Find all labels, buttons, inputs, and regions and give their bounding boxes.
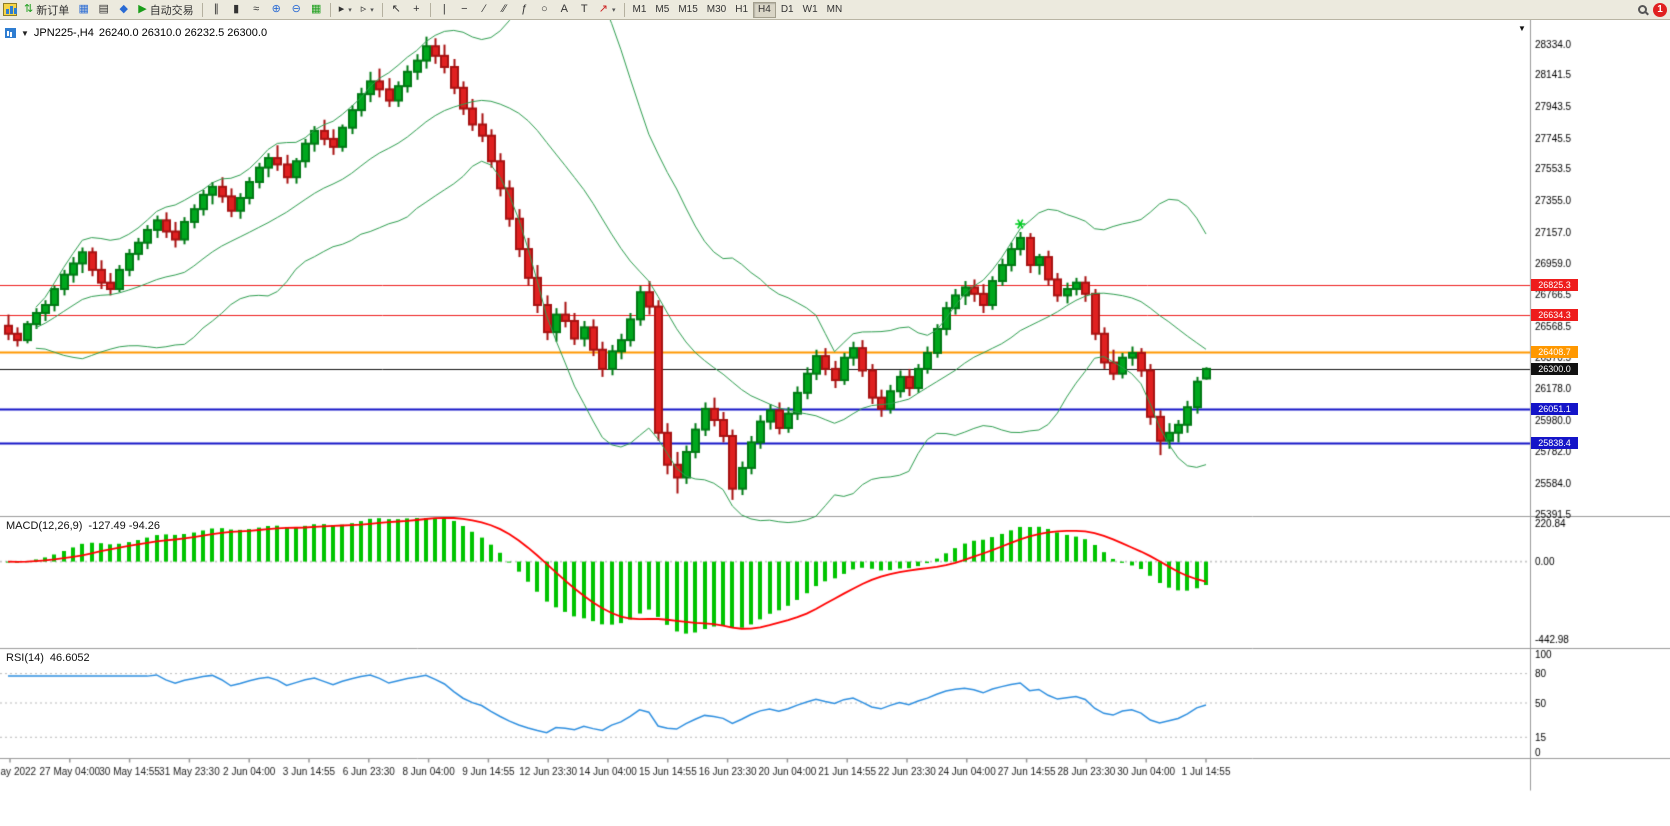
- chevron-down-icon: ▾: [370, 6, 374, 14]
- auto-scroll-button[interactable]: ▸ ▾: [335, 1, 356, 18]
- price-line-badge[interactable]: 26634.3: [1531, 309, 1578, 322]
- chart-canvas[interactable]: [0, 20, 1670, 826]
- main-toolbar: ⇅ 新订单 ▦ ▤ ◆ ▶ 自动交易 ∥ ▮ ≈ ⊕ ⊖ ▦ ▸ ▾ ▹ ▾ ↖ +…: [0, 0, 1670, 20]
- horizontal-line-icon: −: [461, 3, 468, 15]
- new-order-button[interactable]: ⇅ 新订单: [20, 1, 73, 18]
- chart-shift-icon: ▹: [360, 3, 367, 15]
- current-price-badge[interactable]: 26300.0: [1531, 362, 1578, 375]
- fibonacci-button[interactable]: ƒ: [515, 1, 534, 18]
- macd-values: -127.49 -94.26: [88, 520, 160, 532]
- candle-chart-button[interactable]: ▮: [227, 1, 246, 18]
- price-line-badge[interactable]: 25838.4: [1531, 436, 1578, 449]
- bar-chart-button[interactable]: ∥: [207, 1, 226, 18]
- chart-ohlc-values: 26240.0 26310.0 26232.5 26300.0: [98, 27, 268, 39]
- trendline-button[interactable]: ∕: [475, 1, 494, 18]
- price-line-badge[interactable]: 26825.3: [1531, 278, 1578, 291]
- sound-button[interactable]: ◆: [114, 1, 133, 18]
- chart-shift-button[interactable]: ▹ ▾: [357, 1, 378, 18]
- timeframe-d1-button[interactable]: D1: [780, 4, 794, 15]
- timeframe-m5-button[interactable]: M5: [655, 4, 670, 15]
- timeframe-w1-button[interactable]: W1: [802, 4, 818, 15]
- app-icon: [3, 3, 17, 16]
- profiles-button[interactable]: ▤: [94, 1, 113, 18]
- autotrade-button[interactable]: ▶ 自动交易: [134, 1, 197, 18]
- toolbar-separator: [429, 2, 431, 17]
- timeframe-m1-button[interactable]: M1: [632, 4, 647, 15]
- rsi-value: 46.6052: [49, 652, 90, 664]
- candle-chart-icon: ▮: [233, 3, 240, 15]
- cursor-button[interactable]: ↖: [387, 1, 406, 18]
- line-chart-icon: ≈: [253, 3, 260, 15]
- channel-button[interactable]: ∕∕: [495, 1, 514, 18]
- zoom-in-button[interactable]: ⊕: [267, 1, 286, 18]
- cursor-icon: ↖: [391, 3, 401, 15]
- new-order-label: 新订单: [36, 4, 70, 17]
- symbol-dropdown-icon[interactable]: ▼: [21, 28, 29, 38]
- timeframe-h4-button[interactable]: H4: [753, 1, 776, 18]
- text-button[interactable]: A: [555, 1, 574, 18]
- ellipse-button[interactable]: ○: [535, 1, 554, 18]
- line-chart-button[interactable]: ≈: [247, 1, 266, 18]
- chevron-down-icon: ▾: [348, 6, 352, 14]
- channel-icon: ∕∕: [502, 3, 507, 15]
- timeframe-m15-button[interactable]: M15: [678, 4, 698, 15]
- toolbar-separator: [381, 2, 383, 17]
- zoom-out-icon: ⊖: [291, 3, 301, 15]
- autotrade-label: 自动交易: [149, 4, 194, 17]
- price-line-badge[interactable]: 26408.7: [1531, 345, 1578, 358]
- trendline-icon: ∕: [483, 3, 486, 15]
- bar-chart-icon: ∥: [213, 3, 219, 15]
- search-icon[interactable]: [1638, 5, 1647, 14]
- fibonacci-icon: ƒ: [521, 3, 528, 15]
- rsi-indicator-label: RSI(14) 46.6052: [6, 652, 90, 664]
- sound-icon: ◆: [119, 3, 128, 15]
- auto-scroll-icon: ▸: [338, 3, 345, 15]
- timeframe-h1-button[interactable]: H1: [735, 4, 749, 15]
- charts-button[interactable]: ▦: [74, 1, 93, 18]
- profiles-icon: ▤: [98, 3, 109, 15]
- macd-title: MACD(12,26,9): [6, 520, 83, 532]
- chevron-down-icon: ▾: [612, 6, 616, 14]
- crosshair-icon: +: [413, 3, 420, 15]
- timeframe-m30-button[interactable]: M30: [706, 4, 727, 15]
- chart-header: ▼ JPN225-,H4 26240.0 26310.0 26232.5 263…: [5, 27, 267, 39]
- timeframe-mn-button[interactable]: MN: [826, 4, 843, 15]
- zoom-in-icon: ⊕: [271, 3, 281, 15]
- arrows-button[interactable]: ↗ ▾: [595, 1, 620, 18]
- toolbar-separator: [329, 2, 331, 17]
- horizontal-line-button[interactable]: −: [455, 1, 474, 18]
- text-icon: A: [560, 3, 568, 15]
- new-order-icon: ⇅: [24, 3, 34, 15]
- vertical-line-icon: |: [442, 3, 446, 15]
- vertical-line-button[interactable]: |: [435, 1, 454, 18]
- label-button[interactable]: T: [575, 1, 594, 18]
- price-line-badge[interactable]: 26051.1: [1531, 402, 1578, 415]
- toolbar-separator: [201, 2, 203, 17]
- chart-window: ▼ JPN225-,H4 26240.0 26310.0 26232.5 263…: [0, 20, 1670, 826]
- zoom-out-button[interactable]: ⊖: [287, 1, 306, 18]
- arrows-icon: ↗: [598, 3, 608, 15]
- label-icon: T: [580, 3, 588, 15]
- charts-icon: ▦: [78, 3, 89, 15]
- autotrade-play-icon: ▶: [138, 3, 147, 15]
- ellipse-icon: ○: [540, 3, 548, 15]
- toolbar-separator: [623, 2, 625, 17]
- rsi-title: RSI(14): [6, 652, 44, 664]
- tile-windows-icon: ▦: [310, 3, 322, 15]
- macd-indicator-label: MACD(12,26,9) -127.49 -94.26: [6, 520, 160, 532]
- tile-windows-button[interactable]: ▦: [307, 1, 326, 18]
- chart-shift-marker[interactable]: ▼: [1518, 24, 1526, 33]
- chart-symbol-icon: [5, 28, 16, 38]
- notification-badge[interactable]: 1: [1653, 2, 1667, 17]
- crosshair-button[interactable]: +: [407, 1, 426, 18]
- chart-symbol-label: JPN225-,H4: [33, 27, 94, 39]
